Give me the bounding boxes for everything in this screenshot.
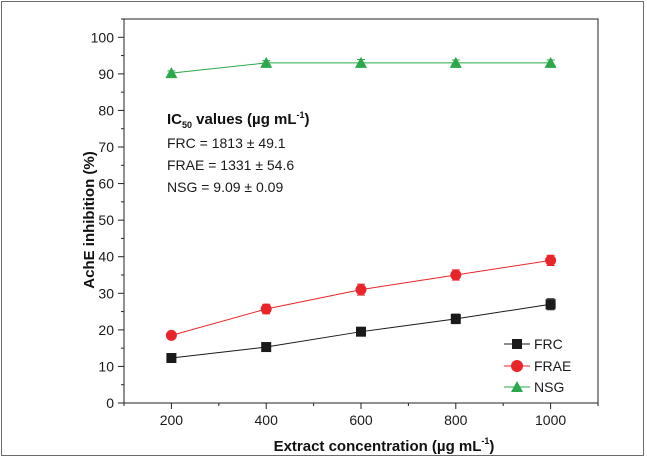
data-point-frc bbox=[261, 342, 272, 353]
x-tick-label: 1000 bbox=[535, 412, 566, 428]
x-tick-label: 600 bbox=[349, 412, 373, 428]
y-tick-label: 0 bbox=[106, 395, 114, 411]
legend: FRC FRAE NSG bbox=[504, 336, 571, 395]
legend-marker-frc bbox=[512, 339, 522, 349]
data-point-frae bbox=[260, 303, 272, 315]
data-point-nsg bbox=[544, 56, 557, 68]
legend-marker-frae bbox=[511, 360, 523, 372]
ic50-title: IC50 values (µg mL-1) bbox=[167, 110, 310, 130]
legend-marker-nsg bbox=[511, 381, 523, 392]
ic50-frae: FRAE = 1331 ± 54.6 bbox=[167, 157, 294, 173]
axes-group: 200 400 600 800 1000 0 10 20 30 40 50 60 70 80 90 100 bbox=[91, 18, 599, 428]
y-tick-label: 100 bbox=[91, 29, 115, 45]
x-tick-label: 800 bbox=[444, 412, 468, 428]
x-tick-label: 400 bbox=[255, 412, 279, 428]
y-tick-label: 30 bbox=[98, 285, 114, 301]
plot-border bbox=[123, 18, 599, 404]
data-point-nsg bbox=[165, 67, 178, 79]
data-point-frc bbox=[450, 313, 461, 324]
legend-item-frc: FRC bbox=[504, 336, 563, 352]
data-point-nsg bbox=[355, 56, 367, 68]
data-point-frc bbox=[166, 353, 177, 364]
series-layer bbox=[165, 56, 557, 364]
data-point-nsg bbox=[260, 56, 273, 68]
y-tick-label: 90 bbox=[98, 66, 114, 82]
legend-item-nsg: NSG bbox=[504, 379, 564, 395]
data-point-frc bbox=[356, 326, 366, 337]
y-tick-label: 80 bbox=[98, 102, 114, 118]
data-point-frae bbox=[165, 329, 177, 341]
data-point-frae bbox=[450, 269, 462, 281]
data-point-nsg bbox=[449, 56, 462, 68]
ic50-frc: FRC = 1813 ± 49.1 bbox=[167, 135, 286, 151]
series-line-frae bbox=[171, 259, 551, 336]
legend-item-frae: FRAE bbox=[504, 358, 571, 374]
y-tick-label: 40 bbox=[98, 249, 114, 265]
legend-label-frc: FRC bbox=[534, 336, 563, 352]
legend-label-frae: FRAE bbox=[534, 358, 571, 374]
y-tick-label: 70 bbox=[98, 139, 114, 155]
y-tick-label: 20 bbox=[98, 322, 114, 338]
x-tick-label: 200 bbox=[160, 412, 184, 428]
data-point-frae bbox=[545, 254, 557, 266]
data-point-frc bbox=[545, 299, 556, 310]
ic50-nsg: NSG = 9.09 ± 0.09 bbox=[167, 179, 283, 195]
data-point-frae bbox=[355, 284, 367, 296]
y-tick-label: 60 bbox=[98, 176, 114, 192]
legend-label-nsg: NSG bbox=[534, 379, 564, 395]
y-tick-label: 10 bbox=[98, 358, 114, 374]
y-axis-title: AchE inhibition (%) bbox=[81, 151, 98, 288]
y-tick-label: 50 bbox=[98, 212, 114, 228]
x-axis-title: Extract concentration (µg mL-1) bbox=[274, 436, 495, 455]
